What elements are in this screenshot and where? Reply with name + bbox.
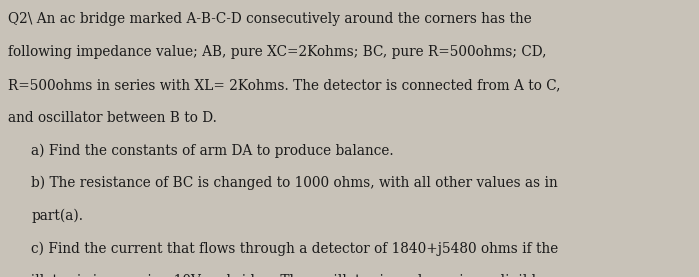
Text: R=500ohms in series with XL= 2Kohms. The detector is connected from A to C,: R=500ohms in series with XL= 2Kohms. The… <box>8 78 561 92</box>
Text: a) Find the constants of arm DA to produce balance.: a) Find the constants of arm DA to produ… <box>31 143 394 158</box>
Text: following impedance value; AB, pure XC=2Kohms; BC, pure R=500ohms; CD,: following impedance value; AB, pure XC=2… <box>8 45 547 59</box>
Text: and oscillator between B to D.: and oscillator between B to D. <box>8 111 217 125</box>
Text: Q2\ An ac bridge marked A-B-C-D consecutively around the corners has the: Q2\ An ac bridge marked A-B-C-D consecut… <box>8 12 532 27</box>
Text: part(a).: part(a). <box>31 209 83 223</box>
Text: c) Find the current that flows through a detector of 1840+j5480 ohms if the: c) Find the current that flows through a… <box>31 241 559 256</box>
Text: b) The resistance of BC is changed to 1000 ohms, with all other values as in: b) The resistance of BC is changed to 10… <box>31 176 559 190</box>
Text: oscillator is impressing 10V on bridge. The oscillator impedance is negligible.: oscillator is impressing 10V on bridge. … <box>8 274 549 277</box>
